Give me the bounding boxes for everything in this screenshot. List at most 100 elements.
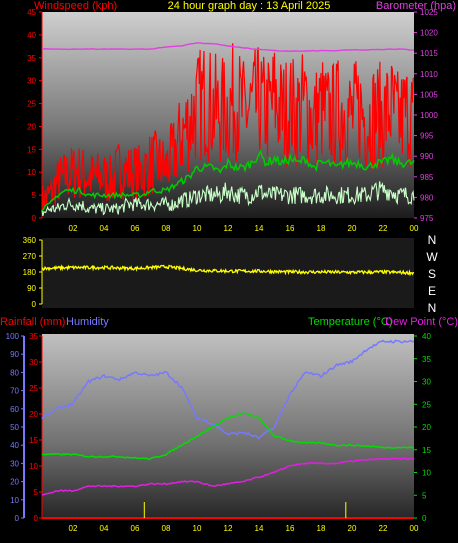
cardinal-label: N [428,301,437,315]
windspeed-tick-label: 20 [27,122,36,131]
temperature-line [42,412,414,461]
barometer-tick-label: 1005 [420,90,438,99]
wind-gust-line [41,43,415,217]
rainfall-tick-label: 15 [29,436,38,445]
temperature-ticks: 0 5 10 15 20 25 30 35 40 [414,332,431,523]
rainfall-tick-label: 25 [29,384,38,393]
temperature-tick-label: 10 [422,469,431,478]
temp-series [41,339,415,519]
humidity-tick-label: 100 [6,332,20,341]
rainfall-axis-label: Rainfall (mm) [0,316,65,328]
dewpoint-axis-label: Dew Point (°C) [385,316,458,328]
time-tick-label: 08 [162,224,171,233]
direction-series [41,264,415,277]
humidity-ticks: 0 10 20 30 40 50 60 70 80 90 100 [6,332,25,523]
temperature-tick-label: 30 [422,378,431,387]
temperature-tick-label: 15 [422,446,431,455]
rainfall-ticks: 0 5 10 15 20 25 30 35 [29,332,43,523]
rainfall-tick-label: 30 [29,358,38,367]
time-ticks-bottom: 02 04 06 08 10 12 14 16 18 20 22 00 [69,524,419,533]
barometer-tick-label: 995 [420,132,434,141]
direction-tick-label: 90 [27,284,36,293]
time-tick-label: 18 [317,224,326,233]
humidity-tick-label: 70 [10,387,19,396]
time-tick-label: 16 [286,524,295,533]
cardinal-label: E [428,284,436,298]
time-ticks-top: 02 04 06 08 10 12 14 16 18 20 22 00 [69,224,419,233]
direction-tick-label: 270 [23,252,37,261]
temperature-tick-label: 40 [422,332,431,341]
barometer-tick-label: 1025 [420,8,438,17]
direction-ticks: 0 90 180 270 360 [23,236,43,309]
time-tick-label: 18 [317,524,326,533]
direction-tick-label: 0 [32,300,37,309]
windspeed-tick-label: 5 [32,191,37,200]
time-tick-label: 22 [379,524,388,533]
temperature-axis-label: Temperature (°C) [308,316,392,328]
time-tick-label: 16 [286,224,295,233]
rainfall-tick-label: 0 [34,514,39,523]
dewpoint-line [41,457,415,496]
barometer-line [41,42,415,53]
humidity-tick-label: 0 [15,514,20,523]
rainfall-tick-label: 10 [29,462,38,471]
direction-line [41,264,415,277]
barometer-ticks: 975 980 985 990 995 1000 1005 1010 1015 1020 1025 [414,8,438,223]
windspeed-axis-label: Windspeed (kph) [34,0,117,12]
time-tick-label: 02 [69,224,78,233]
direction-tick-label: 360 [23,236,37,245]
barometer-tick-label: 1010 [420,70,438,79]
barometer-tick-label: 975 [420,214,434,223]
cardinal-label: S [428,267,436,281]
humidity-line [41,339,415,440]
humidity-tick-label: 60 [10,405,19,414]
temperature-tick-label: 0 [422,514,427,523]
cardinal-label: W [426,250,438,264]
barometer-tick-label: 1020 [420,29,438,38]
barometer-tick-label: 1000 [420,111,438,120]
direction-panel-bg [42,238,414,308]
humidity-tick-label: 90 [10,350,19,359]
windspeed-ticks: 0 5 10 15 20 25 30 35 40 45 [27,8,43,223]
time-tick-label: 20 [348,224,357,233]
humidity-tick-label: 10 [10,496,19,505]
windspeed-tick-label: 30 [27,77,36,86]
humidity-tick-label: 30 [10,459,19,468]
time-tick-label: 04 [100,224,109,233]
wind-min-line [41,181,415,217]
cardinal-label: N [428,233,437,247]
time-tick-label: 12 [224,524,233,533]
humidity-tick-label: 80 [10,368,19,377]
barometer-tick-label: 985 [420,173,434,182]
time-tick-label: 20 [348,524,357,533]
windspeed-tick-label: 45 [27,8,36,17]
direction-tick-label: 180 [23,268,37,277]
time-tick-label: 14 [255,224,264,233]
humidity-tick-label: 20 [10,478,19,487]
time-tick-label: 02 [69,524,78,533]
time-tick-label: 14 [255,524,264,533]
windspeed-tick-label: 25 [27,100,36,109]
time-tick-label: 12 [224,224,233,233]
temperature-tick-label: 25 [422,400,431,409]
humidity-axis-label: Humidity [66,316,109,328]
rainfall-tick-label: 35 [29,332,38,341]
time-tick-label: 06 [131,224,140,233]
wind-series [41,42,415,217]
rainfall-tick-label: 20 [29,410,38,419]
rainfall-tick-label: 5 [34,488,39,497]
time-tick-label: 10 [193,524,202,533]
windspeed-tick-label: 0 [32,214,37,223]
time-tick-label: 22 [379,224,388,233]
windspeed-tick-label: 35 [27,54,36,63]
windspeed-tick-label: 40 [27,31,36,40]
time-tick-label: 10 [193,224,202,233]
humidity-tick-label: 40 [10,441,19,450]
temperature-tick-label: 35 [422,355,431,364]
chart-title: 24 hour graph day : 13 April 2025 [168,0,331,12]
windspeed-tick-label: 15 [27,145,36,154]
temp-panel-bg [42,334,414,519]
humidity-tick-label: 50 [10,423,19,432]
